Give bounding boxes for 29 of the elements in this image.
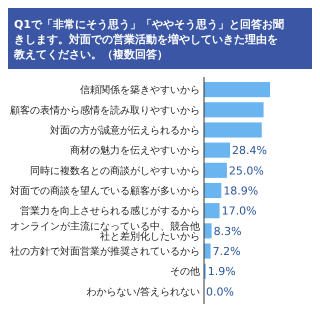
y-tick-label: その他: [170, 266, 200, 278]
y-tick-label: 顧客の表情から感情を読み取りやすいから: [10, 104, 200, 116]
y-tick-label: 対面での商談を望んでいる顧客が多いから: [10, 185, 200, 197]
y-tick-label: 営業力を向上させられる感じがするから: [20, 205, 200, 218]
bar: [204, 223, 212, 238]
bar: [204, 203, 220, 218]
data-label: 1.9%: [208, 265, 236, 278]
y-tick-label: オンラインが主流になっている中、競合他社と差別化したいから: [10, 220, 200, 242]
data-label: 0.0%: [206, 285, 234, 298]
chart-title: Q1で「非常にそう思う」「ややそう思う」と回答お聞きします。対面での営業活動を増やしていきた理由を教えてください。（複数回答）: [13, 18, 284, 61]
bar: [204, 243, 211, 259]
data-label: 8.3%: [214, 224, 242, 238]
data-label: 25.0%: [228, 164, 264, 178]
data-label: 17.0%: [222, 204, 257, 218]
data-label: 7.2%: [212, 245, 241, 258]
data-label: 18.9%: [223, 184, 258, 198]
bar: [204, 102, 264, 118]
bar: [204, 122, 262, 138]
y-tick-label: 商材の魅力を伝えやすいから: [70, 144, 200, 157]
y-tick-label: 社の方針で対面営業が推奨されているから: [10, 246, 200, 258]
y-tick-label: 同時に複数名との商談がしやすいから: [30, 164, 200, 177]
bar: [204, 142, 230, 158]
bar: [204, 82, 270, 98]
y-tick-label: わからない/答えられない: [86, 286, 200, 298]
y-tick-label: 対面の方が誠意が伝えられるから: [50, 124, 200, 136]
data-label: 28.4%: [232, 144, 267, 158]
bar: [204, 182, 222, 198]
bar: [204, 162, 227, 178]
y-tick-label: 信頼関係を築きやすいから: [80, 84, 200, 96]
